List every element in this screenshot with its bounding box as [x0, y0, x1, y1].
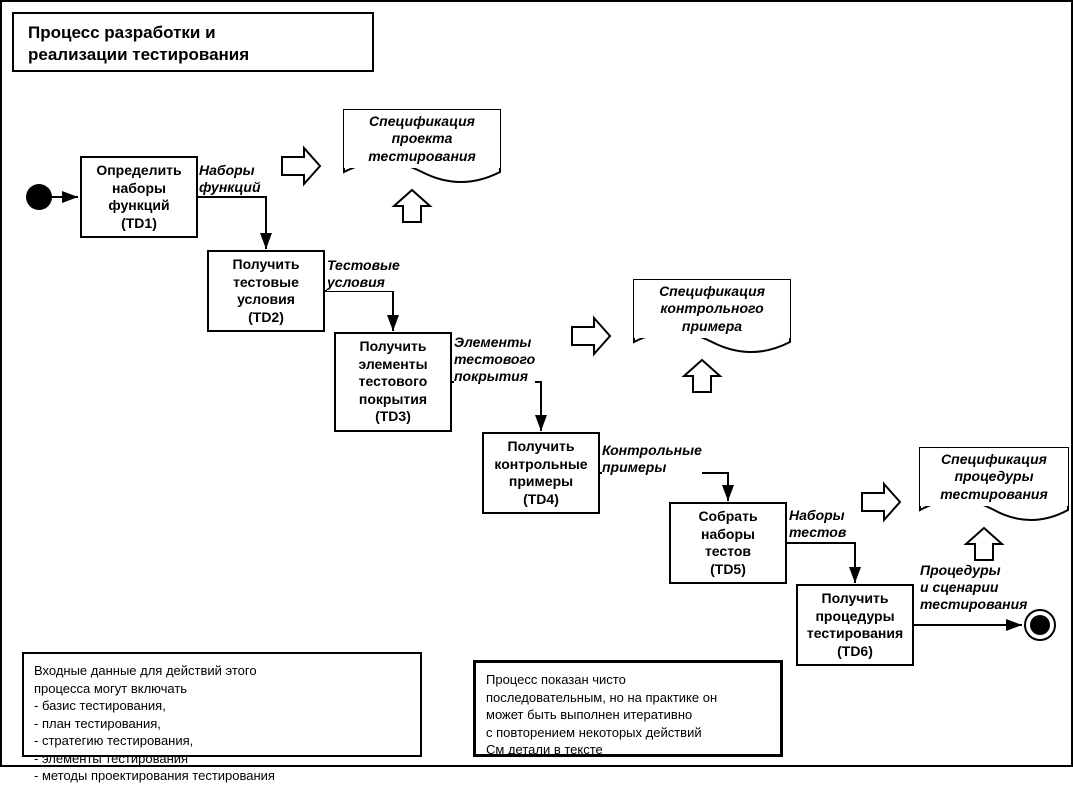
edge-label-2: Элементы тестового покрытия — [454, 334, 535, 384]
activity-td5: Собрать наборы тестов (TD5) — [669, 502, 787, 584]
document-doc3: Спецификация процедуры тестирования — [920, 448, 1068, 506]
note-note1: Входные данные для действий этого процес… — [22, 652, 422, 757]
diagram-canvas: Процесс разработки и реализации тестиров… — [0, 0, 1073, 767]
note-note2: Процесс показан чисто последовательным, … — [473, 660, 783, 757]
edge-label-5: Процедуры и сценарии тестирования — [920, 562, 1027, 612]
activity-td2: Получить тестовые условия (TD2) — [207, 250, 325, 332]
activity-td6: Получить процедуры тестирования (TD6) — [796, 584, 914, 666]
activity-td1: Определить наборы функций (TD1) — [80, 156, 198, 238]
diagram-title: Процесс разработки и реализации тестиров… — [12, 12, 374, 72]
document-doc1: Спецификация проекта тестирования — [344, 110, 500, 168]
edge-label-4: Наборы тестов — [789, 507, 846, 541]
activity-td4: Получить контрольные примеры (TD4) — [482, 432, 600, 514]
edge-label-1: Тестовые условия — [327, 257, 400, 291]
activity-td3: Получить элементы тестового покрытия (TD… — [334, 332, 452, 432]
edge-label-0: Наборы функций — [199, 162, 261, 196]
edge-label-3: Контрольные примеры — [602, 442, 702, 476]
document-doc2: Спецификация контрольного примера — [634, 280, 790, 338]
